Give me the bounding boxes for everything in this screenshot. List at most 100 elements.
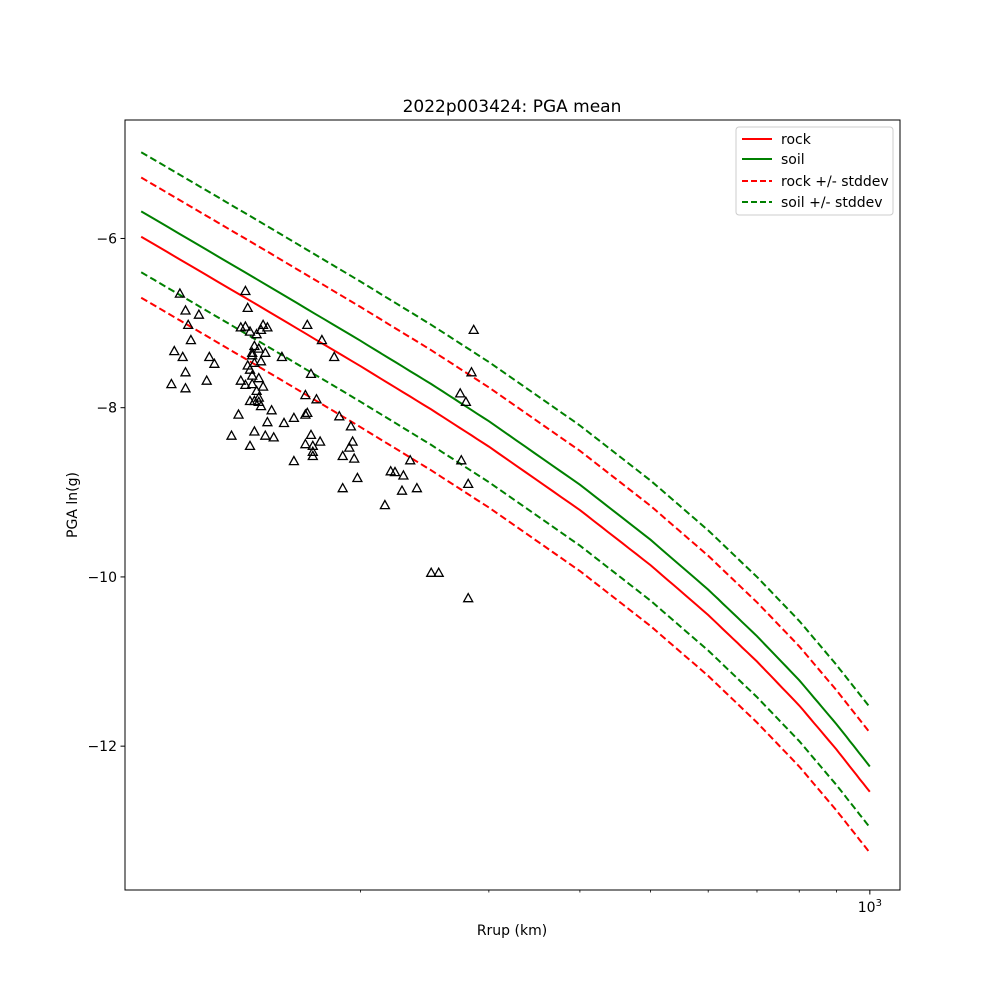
curve-soil-stddev [140, 271, 871, 829]
x-axis-ticks: 103 [360, 890, 882, 916]
legend-box [735, 126, 894, 216]
observation-marker [462, 592, 474, 603]
observation-marker [397, 469, 410, 480]
observation-marker [174, 287, 186, 298]
observation-marker [314, 435, 326, 446]
curve-soil [140, 210, 871, 768]
observation-marker [179, 366, 192, 377]
observation-marker [255, 355, 267, 366]
observation-marker [239, 378, 252, 390]
curve-rock-stddev [140, 176, 871, 734]
observation-marker [261, 321, 274, 332]
observation-marker [253, 372, 265, 383]
observation-marker [242, 301, 254, 313]
model-curves [140, 151, 871, 854]
observation-marker [351, 472, 364, 483]
legend: rock soil rock +/- stddev soil +/- stdde… [735, 126, 894, 216]
observation-marker [248, 356, 261, 368]
plot-area [125, 120, 900, 890]
observation-marker [301, 406, 313, 418]
observation-marker [348, 452, 360, 463]
observation-marker [328, 351, 340, 362]
y-axis-label: PGA ln(g) [65, 472, 81, 538]
observation-marker [257, 318, 269, 330]
observation-marker [454, 387, 466, 398]
observation-marker [259, 346, 271, 357]
observation-marker [244, 395, 256, 406]
observation-marker [278, 417, 290, 428]
observation-marker [425, 566, 437, 577]
observation-marker [299, 389, 312, 400]
observation-marker [268, 431, 280, 442]
observation-marker [460, 395, 472, 407]
observation-marker [168, 345, 180, 356]
observation-marker [253, 342, 265, 353]
observation-marker [276, 351, 288, 362]
x-tick-label: 103 [858, 898, 882, 916]
legend-label-soil: soil [781, 152, 805, 168]
observation-marker [244, 363, 256, 374]
observation-marker [246, 349, 258, 360]
observation-marker [244, 325, 256, 336]
y-tick-label: −8 [96, 401, 117, 417]
observation-marker [411, 482, 423, 493]
observation-marker [337, 450, 349, 461]
observation-marker [239, 320, 252, 331]
observation-marker [433, 566, 445, 577]
observation-marker [307, 445, 319, 456]
observation-marker [244, 439, 256, 451]
y-tick-label: −6 [96, 231, 117, 247]
legend-label-rock-stddev: rock +/- stddev [781, 174, 889, 190]
observation-marker [248, 425, 261, 436]
observation-marker [396, 484, 408, 495]
chart-title: 2022p003424: PGA mean [403, 97, 622, 117]
observation-marker [265, 404, 278, 415]
observation-marker [208, 357, 221, 368]
observation-marker [299, 438, 312, 449]
observation-marker [246, 378, 258, 389]
observation-marker [232, 408, 245, 419]
observation-marker [299, 408, 312, 419]
observation-marker [239, 285, 252, 296]
observation-marker [301, 318, 313, 330]
curve-soil-stddev [140, 151, 871, 708]
observation-marker [389, 466, 401, 477]
observation-marker [346, 435, 359, 446]
observation-marker [455, 454, 467, 465]
y-axis-ticks: −6 −8 −10 −12 [87, 231, 125, 755]
observation-marker [165, 378, 178, 389]
observation-marker [316, 334, 328, 345]
observation-marker [468, 323, 480, 335]
observation-marker [193, 308, 205, 319]
observation-marker [337, 482, 349, 493]
y-tick-label: −10 [87, 570, 117, 586]
observation-marker [261, 416, 274, 427]
observation-marker [225, 429, 238, 440]
observation-marker [462, 477, 474, 489]
observation-marker [201, 374, 213, 385]
x-axis-label: Rrup (km) [477, 923, 547, 939]
observation-marker [288, 411, 300, 423]
legend-label-rock: rock [781, 132, 812, 148]
curve-rock [140, 235, 871, 793]
observation-marker [379, 499, 391, 510]
observation-marker [179, 382, 192, 393]
observation-marker [185, 334, 197, 345]
observation-marker [203, 351, 215, 362]
observation-marker [310, 393, 323, 404]
observation-marker [177, 351, 189, 362]
observation-markers [165, 285, 480, 603]
observation-marker [182, 318, 194, 330]
observation-marker [305, 428, 317, 440]
observation-marker [404, 454, 416, 465]
observation-marker [255, 400, 267, 411]
observation-marker [333, 410, 345, 421]
observation-marker [288, 455, 300, 466]
observation-marker [235, 374, 247, 385]
observation-marker [248, 340, 261, 351]
observation-marker [345, 420, 357, 431]
plot-frame [124, 119, 901, 891]
curve-rock-stddev [140, 296, 871, 854]
